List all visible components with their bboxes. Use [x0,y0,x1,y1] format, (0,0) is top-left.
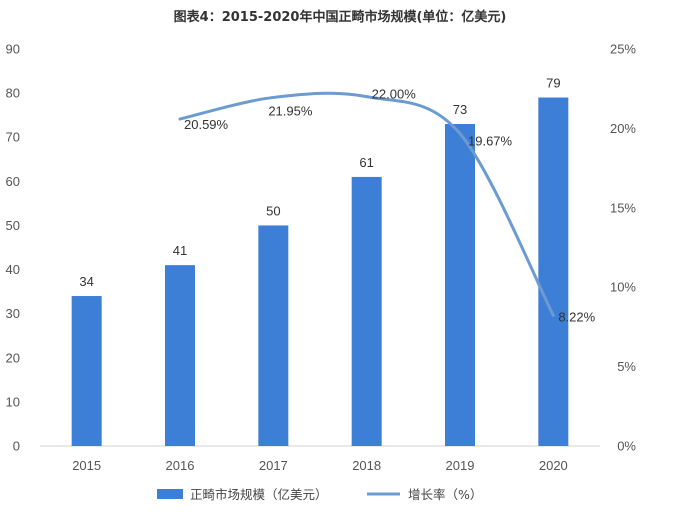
line-labels: 20.59% 21.95% 22.00% 19.67% 8.22% [184,87,596,325]
y-left-tick-label: 50 [6,218,20,233]
y-left-tick-label: 70 [6,130,20,145]
y-left-tick-label: 60 [6,174,20,189]
growth-value-label: 21.95% [268,103,313,118]
x-tick-label: 2017 [259,458,288,473]
bar-value-label: 79 [546,76,560,91]
bar-value-label: 34 [79,274,93,289]
right-axis: 0% 5% 10% 15% 20% 25% [610,42,636,454]
y-right-tick-label: 10% [610,280,636,295]
x-tick-label: 2016 [166,458,195,473]
legend: 正畸市场规模（亿美元） 增长率（%） [157,487,482,502]
bar [351,176,382,446]
y-left-tick-label: 0 [13,439,20,454]
x-axis: 2015 2016 2017 2018 2019 2020 [72,458,568,473]
legend-bar-swatch [157,489,183,499]
bar-value-label: 61 [359,155,373,170]
x-tick-label: 2018 [352,458,381,473]
growth-line [178,91,555,317]
legend-bar-label: 正畸市场规模（亿美元） [190,487,328,502]
x-tick-label: 2020 [539,458,568,473]
bar [445,123,475,446]
y-left-tick-label: 10 [6,394,20,409]
bar-series: 34 41 50 61 73 79 [71,76,569,447]
bar-value-label: 50 [266,203,280,218]
x-tick-label: 2015 [72,458,101,473]
bar-value-label: 73 [453,102,467,117]
x-tick-label: 2019 [446,458,475,473]
bar [165,265,195,446]
chart-title: 图表4：2015-2020年中国正畸市场规模(单位：亿美元) [174,9,507,25]
y-left-tick-label: 80 [6,86,20,101]
y-right-tick-label: 20% [610,121,636,136]
growth-value-label: 8.22% [558,309,595,324]
growth-value-label: 19.67% [468,134,513,149]
growth-value-label: 22.00% [372,87,417,102]
bar-value-label: 41 [173,243,187,258]
y-left-tick-label: 20 [6,350,20,365]
y-left-tick-label: 30 [6,306,20,321]
y-left-tick-label: 40 [6,262,20,277]
y-left-tick-label: 90 [6,42,20,57]
bar [71,296,102,446]
y-right-tick-label: 5% [617,359,636,374]
left-axis: 0 10 20 30 40 50 60 70 80 90 [6,42,20,454]
legend-line-label: 增长率（%） [408,487,482,502]
y-right-tick-label: 25% [610,42,636,57]
bar [538,97,569,447]
bar [258,225,289,446]
growth-value-label: 20.59% [184,117,229,132]
y-right-tick-label: 15% [610,200,636,215]
y-right-tick-label: 0% [617,439,636,454]
